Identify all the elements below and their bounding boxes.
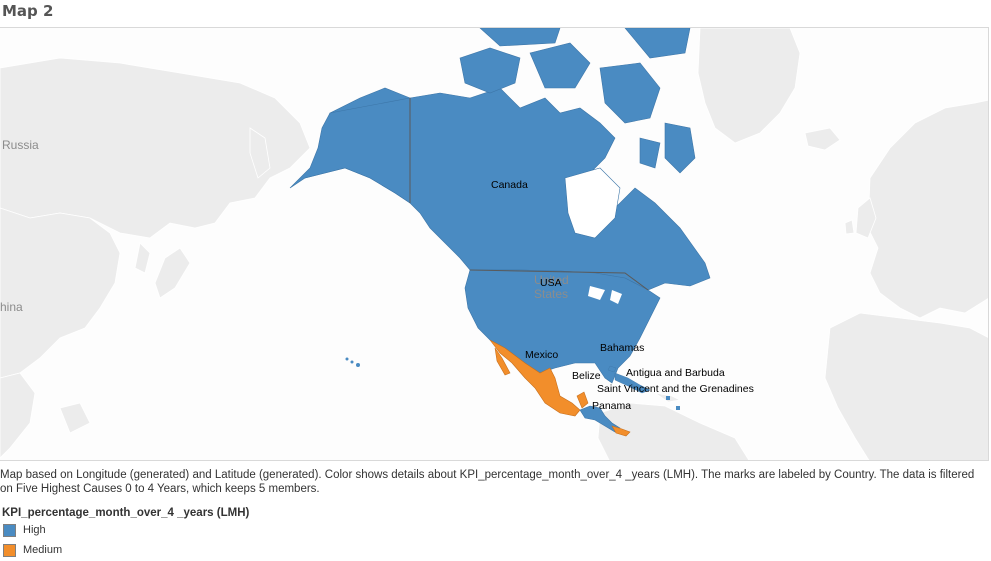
sheet-title: Map 2: [2, 2, 54, 20]
basemap-south-america: [597, 402, 750, 460]
label-usa: USA: [540, 277, 562, 289]
basemap-label-china: hina: [0, 300, 23, 314]
mark-central-america: [579, 405, 621, 433]
basemap-greenland: [697, 28, 801, 144]
mark-antigua[interactable]: [666, 396, 670, 400]
mark-mexico-baja: [494, 347, 511, 376]
label-belize: Belize: [572, 370, 601, 382]
legend-item-high[interactable]: High: [3, 523, 46, 537]
basemap-korea-japan: [134, 242, 191, 299]
label-canada: Canada: [491, 179, 528, 191]
mark-saint-vincent[interactable]: [676, 406, 680, 410]
legend-title: KPI_percentage_month_over_4 _years (LMH): [2, 507, 250, 519]
mark-bahamas[interactable]: [607, 365, 651, 394]
mark-usa[interactable]: [289, 97, 661, 384]
basemap-label-russia: Russia: [2, 138, 39, 152]
legend-label-high: High: [23, 524, 46, 536]
basemap-uk: [844, 197, 877, 239]
basemap-hawaii: [345, 357, 360, 367]
map-caption: Map based on Longitude (generated) and L…: [0, 469, 975, 495]
basemap-label-states: States: [534, 287, 568, 301]
basemap-kamchatka: [249, 127, 271, 179]
basemap-africa: [824, 312, 988, 460]
label-antigua: Antigua and Barbuda: [626, 367, 725, 379]
mark-belize[interactable]: [576, 391, 589, 409]
basemap-europe: [867, 99, 988, 319]
legend-label-medium: Medium: [23, 544, 63, 556]
basemap-china: [0, 207, 121, 379]
label-panama: Panama: [592, 400, 631, 412]
legend-swatch-high: [3, 523, 16, 537]
label-saint-vincent: Saint Vincent and the Grenadines: [597, 383, 754, 395]
basemap-label-united: United: [534, 273, 569, 287]
label-bahamas: Bahamas: [600, 342, 644, 354]
legend-swatch-medium: [3, 543, 16, 557]
label-mexico: Mexico: [525, 349, 558, 361]
basemap-southeast-asia: [0, 372, 91, 459]
map-canvas[interactable]: Russia hina United States Canada USA Mex…: [0, 28, 989, 461]
basemap-iceland: [804, 127, 841, 151]
mark-panama[interactable]: [611, 425, 631, 437]
map-view[interactable]: Russia hina United States Canada USA Mex…: [0, 27, 989, 461]
legend-item-medium[interactable]: Medium: [3, 543, 62, 557]
basemap-land: [0, 28, 988, 460]
